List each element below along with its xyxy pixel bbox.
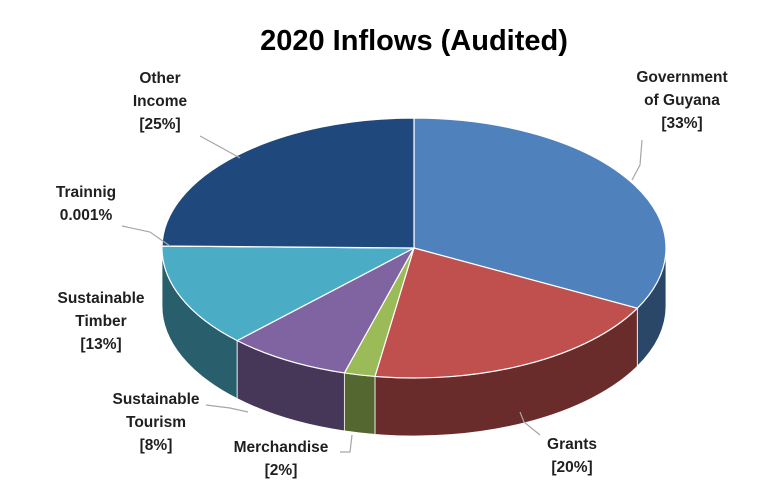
slice-label-tourism: Sustainable Tourism [8%]: [113, 391, 200, 454]
slice-label-timber: Sustainable Timber [13%]: [58, 290, 145, 353]
leader-line-gog: [631, 139, 643, 181]
slice-label-merch: Merchandise [2%]: [234, 439, 329, 479]
slice-label-other: Other Income [25%]: [133, 70, 188, 133]
chart-title: 2020 Inflows (Audited): [260, 25, 568, 57]
pie-side-merch: [343, 372, 376, 435]
pie-slice-gog: [413, 117, 667, 309]
leader-line-tourism: [205, 404, 249, 413]
leader-line-grants: [519, 411, 541, 436]
label-leaders: [121, 135, 643, 453]
slice-label-grants: Grants [20%]: [547, 436, 597, 476]
leader-line-merch: [340, 434, 353, 453]
leader-line-other: [199, 135, 241, 159]
pie-tops: [161, 117, 667, 379]
pie-slice-tourism: [236, 247, 415, 374]
pie-slice-timber: [161, 245, 415, 342]
slice-label-training: Trainnig 0.001%: [56, 184, 116, 224]
pie-slice-grants: [374, 247, 638, 379]
pie-slice-other: [161, 117, 415, 249]
slice-labels: Government of Guyana [33%] Grants [20%] Merch…: [56, 69, 728, 479]
leader-line-training: [121, 225, 171, 247]
slice-label-gog: Government of Guyana [33%]: [636, 69, 727, 132]
